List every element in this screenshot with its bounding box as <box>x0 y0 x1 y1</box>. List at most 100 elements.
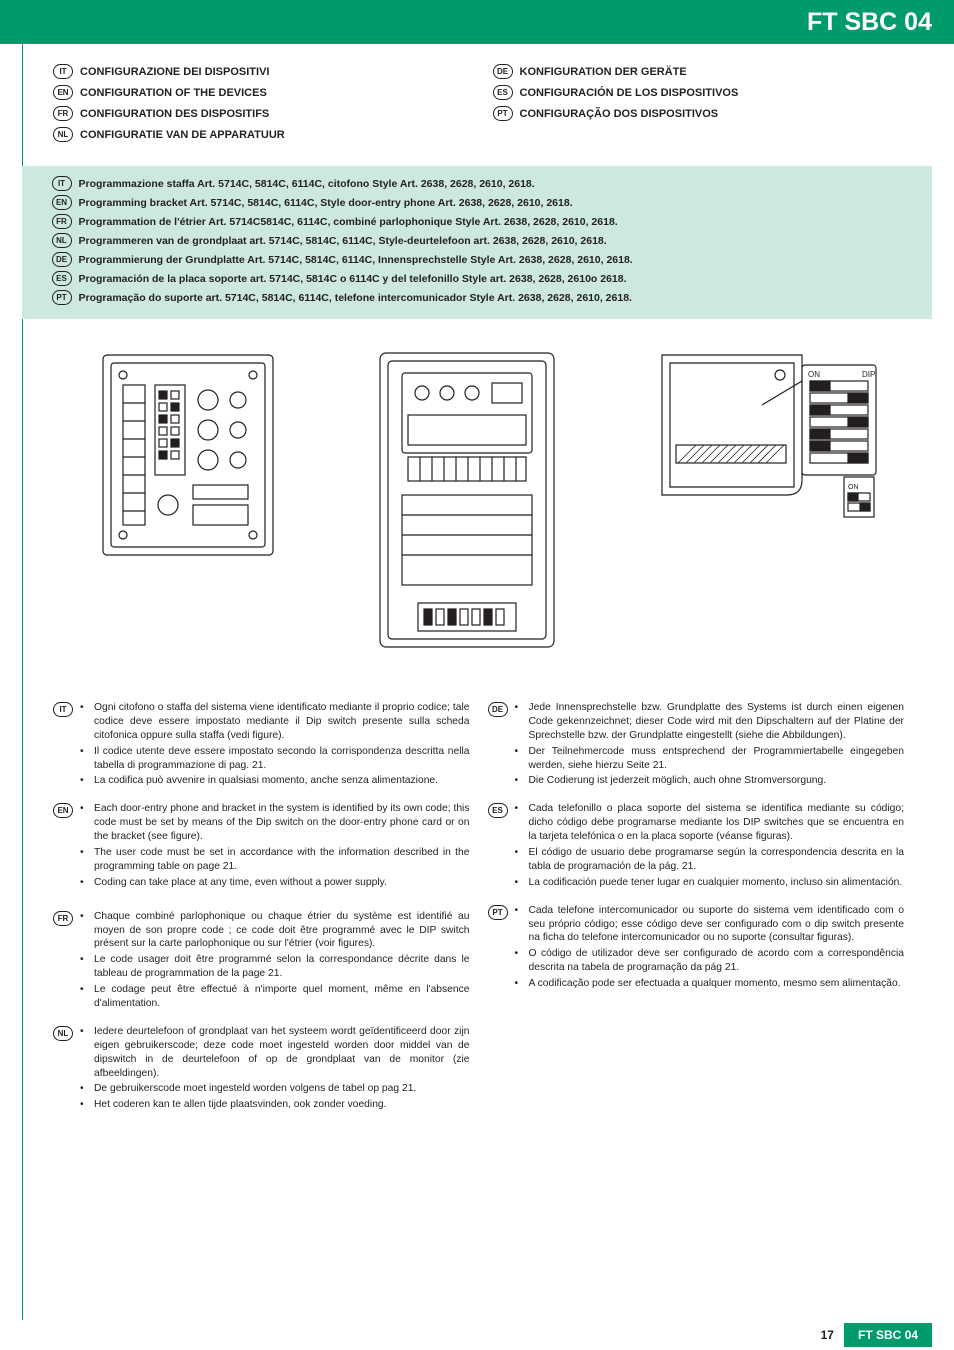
para-content: •Each door-entry phone and bracket in th… <box>80 802 470 891</box>
body-col-right: DE •Jede Innensprechstelle bzw. Grundpla… <box>488 701 923 1126</box>
page-number: 17 <box>821 1328 834 1342</box>
para-item: Die Codierung ist jederzeit möglich, auc… <box>529 774 905 788</box>
heading-text: CONFIGURAÇÃO DOS DISPOSITIVOS <box>520 108 719 120</box>
heading-text: CONFIGURACIÓN DE LOS DISPOSITIVOS <box>520 87 739 99</box>
lang-badge: FR <box>53 911 73 926</box>
door-entry-phone-icon <box>362 345 572 655</box>
prog-text: Programming bracket Art. 5714C, 5814C, 6… <box>79 197 573 209</box>
prog-text: Programmierung der Grundplatte Art. 5714… <box>79 254 633 266</box>
dip-label: DIP <box>862 370 875 379</box>
heading-row: PT CONFIGURAÇÃO DOS DISPOSITIVOS <box>493 106 933 121</box>
heading-text: CONFIGURATIE VAN DE APPARATUUR <box>80 129 285 141</box>
body-col-left: IT •Ogni citofono o staffa del sistema v… <box>53 701 488 1126</box>
footer-doc-code: FT SBC 04 <box>844 1323 932 1347</box>
on-label: ON <box>808 370 820 379</box>
prog-row: PTProgramação do suporte art. 5714C, 581… <box>52 290 933 305</box>
section-headings: IT CONFIGURAZIONE DEI DISPOSITIVI EN CONFI… <box>23 44 932 166</box>
para-content: •Cada telefonillo o placa soporte del si… <box>515 802 905 891</box>
heading-row: FR CONFIGURATION DES DISPOSITIFS <box>53 106 493 121</box>
para-block: DE •Jede Innensprechstelle bzw. Grundpla… <box>488 701 905 790</box>
content-frame: IT CONFIGURAZIONE DEI DISPOSITIVI EN CONFI… <box>22 44 932 1320</box>
body-text: IT •Ogni citofono o staffa del sistema v… <box>23 695 932 1126</box>
para-block: EN •Each door-entry phone and bracket in… <box>53 802 470 891</box>
para-content: •Cada telefone intercomunicador ou supor… <box>515 904 905 993</box>
para-block: ES •Cada telefonillo o placa soporte del… <box>488 802 905 891</box>
programming-band: IT Programmazione staffa Art. 5714C, 5814… <box>22 166 933 319</box>
lang-badge: PT <box>493 106 513 121</box>
para-content: •Iedere deurtelefoon of grondplaat van h… <box>80 1025 470 1114</box>
para-block: IT •Ogni citofono o staffa del sistema v… <box>53 701 470 790</box>
figure-door-entry-phone <box>362 345 572 655</box>
heading-col-left: IT CONFIGURAZIONE DEI DISPOSITIVI EN CONFI… <box>53 64 493 148</box>
figures-row: DIP ON <box>23 319 932 695</box>
heading-row: IT CONFIGURAZIONE DEI DISPOSITIVI <box>53 64 493 79</box>
para-item: Cada telefone intercomunicador ou suport… <box>529 904 905 946</box>
para-item: La codificación puede tener lugar en cua… <box>529 876 905 890</box>
prog-row: EN Programming bracket Art. 5714C, 5814C,… <box>52 195 933 210</box>
para-item: Il codice utente deve essere impostato s… <box>94 745 470 773</box>
dip-switch-icon: DIP ON <box>652 345 882 535</box>
prog-row: IT Programmazione staffa Art. 5714C, 5814… <box>52 176 933 191</box>
lang-badge: PT <box>52 290 72 305</box>
para-item: Cada telefonillo o placa soporte del sis… <box>529 802 905 844</box>
heading-text: CONFIGURATION DES DISPOSITIFS <box>80 108 269 120</box>
para-block: NL •Iedere deurtelefoon of grondplaat va… <box>53 1025 470 1114</box>
lang-badge: IT <box>53 64 73 79</box>
para-item: Het coderen kan te allen tijde plaatsvin… <box>94 1098 470 1112</box>
lang-badge: DE <box>493 64 513 79</box>
page-footer: 17 FT SBC 04 <box>0 1320 954 1350</box>
lang-badge: NL <box>52 233 72 248</box>
para-item: Each door-entry phone and bracket in the… <box>94 802 470 844</box>
para-content: •Chaque combiné parlophonique ou chaque … <box>80 910 470 1013</box>
para-item: El código de usuario debe programarse se… <box>529 846 905 874</box>
para-content: •Jede Innensprechstelle bzw. Grundplatte… <box>515 701 905 790</box>
lang-badge: EN <box>52 195 72 210</box>
header-band: FT SBC 04 <box>0 0 954 44</box>
prog-text: Programmation de l'étrier Art. 5714C5814… <box>79 216 618 228</box>
header-title: FT SBC 04 <box>807 8 932 37</box>
para-item: De gebruikerscode moet ingesteld worden … <box>94 1082 470 1096</box>
figure-bracket-pcb <box>93 345 283 565</box>
heading-text: CONFIGURATION OF THE DEVICES <box>80 87 267 99</box>
para-block: FR •Chaque combiné parlophonique ou chaq… <box>53 910 470 1013</box>
lang-badge: ES <box>52 271 72 286</box>
heading-row: EN CONFIGURATION OF THE DEVICES <box>53 85 493 100</box>
lang-badge: NL <box>53 127 73 142</box>
heading-text: CONFIGURAZIONE DEI DISPOSITIVI <box>80 66 269 78</box>
bracket-pcb-icon <box>93 345 283 565</box>
prog-text: Programación de la placa soporte art. 57… <box>79 273 627 285</box>
para-item: Der Teilnehmercode muss entsprechend der… <box>529 745 905 773</box>
svg-text:ON: ON <box>848 484 859 491</box>
para-content: •Ogni citofono o staffa del sistema vien… <box>80 701 470 790</box>
para-item: La codifica può avvenire in qualsiasi mo… <box>94 774 470 788</box>
heading-text: KONFIGURATION DER GERÄTE <box>520 66 687 78</box>
para-item: Chaque combiné parlophonique ou chaque é… <box>94 910 470 952</box>
para-item: O código de utilizador deve ser configur… <box>529 947 905 975</box>
heading-row: NL CONFIGURATIE VAN DE APPARATUUR <box>53 127 493 142</box>
para-item: Coding can take place at any time, even … <box>94 876 470 890</box>
heading-row: ES CONFIGURACIÓN DE LOS DISPOSITIVOS <box>493 85 933 100</box>
lang-badge: FR <box>53 106 73 121</box>
para-item: Le code usager doit être programmé selon… <box>94 953 470 981</box>
lang-badge: ES <box>488 803 508 818</box>
prog-row: NL Programmeren van de grondplaat art. 57… <box>52 233 933 248</box>
figure-dip-switch-detail: DIP ON <box>652 345 882 535</box>
lang-badge: ES <box>493 85 513 100</box>
heading-row: DE KONFIGURATION DER GERÄTE <box>493 64 933 79</box>
para-item: Le codage peut être effectué à n'importe… <box>94 983 470 1011</box>
lang-badge: EN <box>53 85 73 100</box>
lang-badge: NL <box>53 1026 73 1041</box>
prog-row: FR Programmation de l'étrier Art. 5714C58… <box>52 214 933 229</box>
prog-text: Programmazione staffa Art. 5714C, 5814C,… <box>79 178 535 190</box>
para-item: A codificação pode ser efectuada a qualq… <box>529 977 905 991</box>
para-item: Iedere deurtelefoon of grondplaat van he… <box>94 1025 470 1081</box>
lang-badge: IT <box>52 176 72 191</box>
prog-text: Programmeren van de grondplaat art. 5714… <box>79 235 607 247</box>
heading-col-right: DE KONFIGURATION DER GERÄTE ES CONFIGURACI… <box>493 64 933 148</box>
prog-row: ES Programación de la placa soporte art. … <box>52 271 933 286</box>
lang-badge: FR <box>52 214 72 229</box>
para-item: The user code must be set in accordance … <box>94 846 470 874</box>
para-block: PT •Cada telefone intercomunicador ou su… <box>488 904 905 993</box>
prog-row: DEProgrammierung der Grundplatte Art. 57… <box>52 252 933 267</box>
lang-badge: IT <box>53 702 73 717</box>
